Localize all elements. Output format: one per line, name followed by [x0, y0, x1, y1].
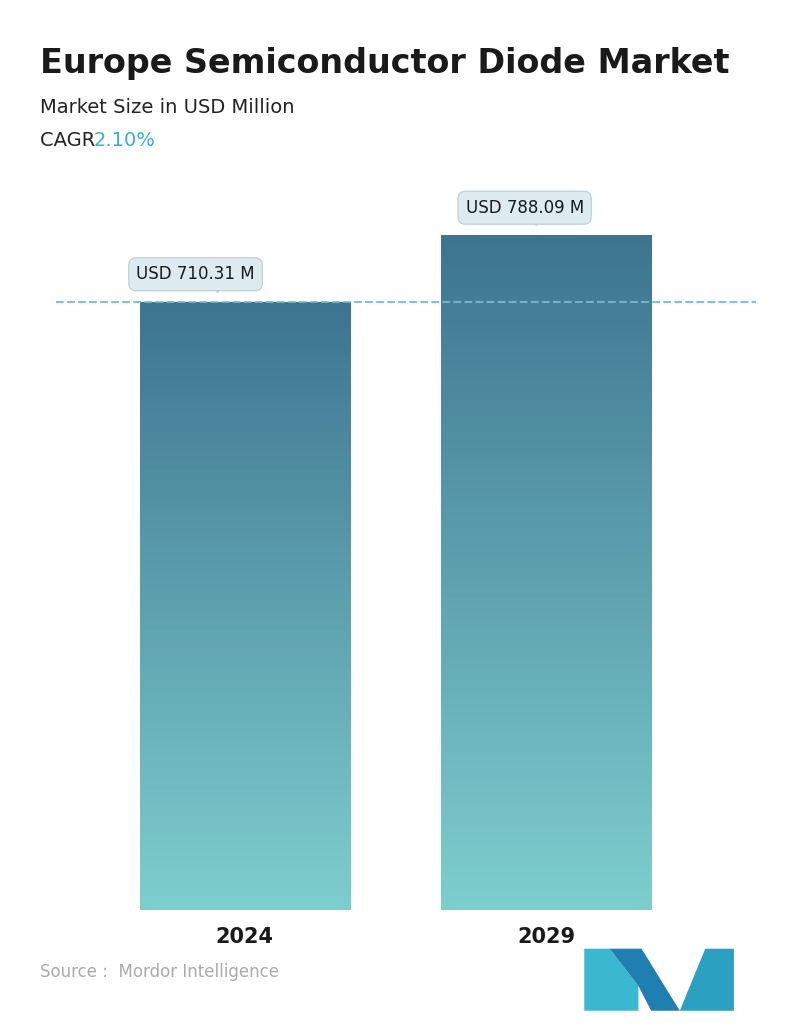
Polygon shape — [610, 949, 680, 1011]
Text: USD 710.31 M: USD 710.31 M — [136, 266, 255, 283]
Text: CAGR: CAGR — [40, 131, 101, 150]
Text: 2.10%: 2.10% — [94, 131, 156, 150]
Text: Europe Semiconductor Diode Market: Europe Semiconductor Diode Market — [40, 47, 729, 80]
Polygon shape — [651, 949, 734, 1011]
Text: Market Size in USD Million: Market Size in USD Million — [40, 98, 295, 117]
Polygon shape — [584, 949, 638, 1011]
Text: Source :  Mordor Intelligence: Source : Mordor Intelligence — [40, 963, 279, 981]
Text: USD 788.09 M: USD 788.09 M — [466, 199, 583, 217]
